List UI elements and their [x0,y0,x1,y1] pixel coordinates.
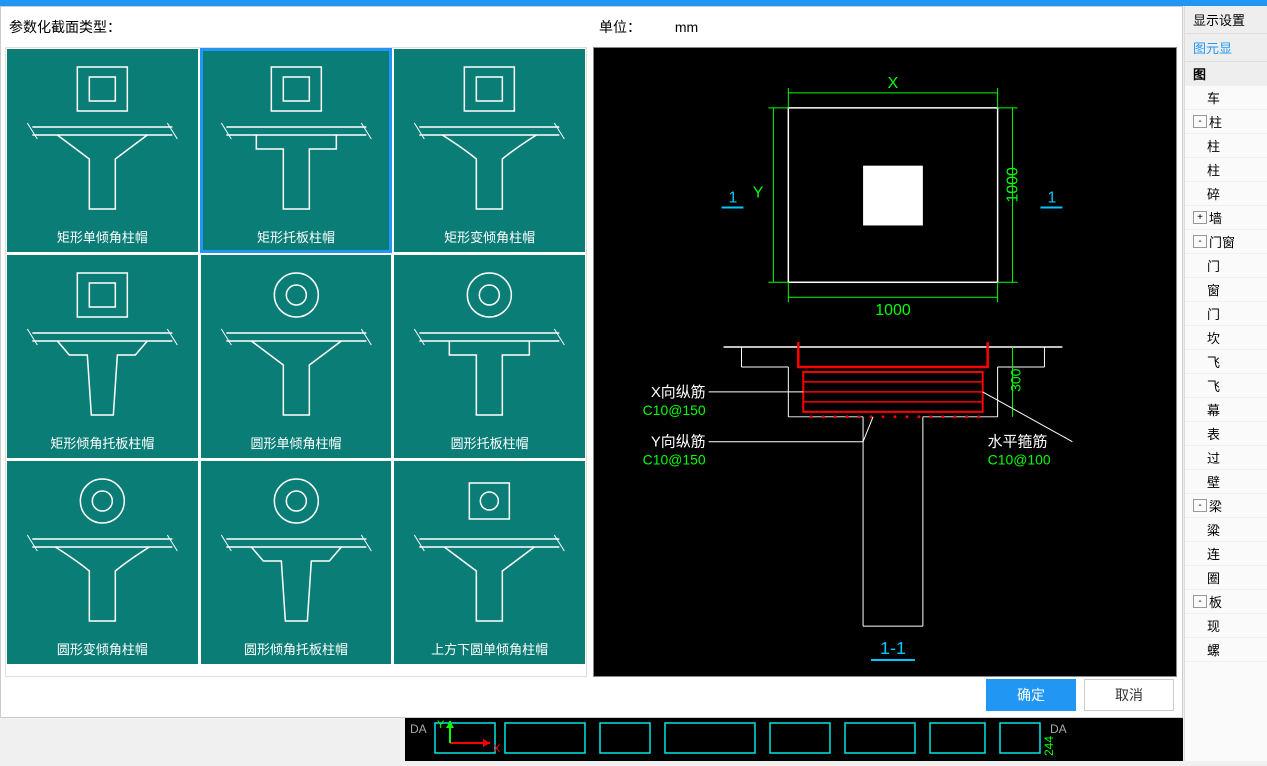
tree-label: 板 [1209,592,1222,611]
unit-area: 单位： mm [599,17,1174,37]
dialog-header: 参数化截面类型： 单位： mm [1,7,1182,47]
dim-x-label: X [888,75,899,92]
section-thumb[interactable]: 圆形倾角托板柱帽 [201,461,392,664]
tree-item[interactable]: 门 [1185,254,1267,278]
tree-item[interactable]: 连 [1185,542,1267,566]
stirrup-spec: C10@100 [988,452,1051,468]
section-thumb[interactable]: 圆形变倾角柱帽 [7,461,198,664]
section-preview: X 1000 Y 1000 1 1 [593,47,1177,677]
section-thumb[interactable]: 矩形倾角托板柱帽 [7,255,198,458]
tree-label: 梁 [1209,496,1222,515]
cad-viewport-strip: X Y DA DA 244 [405,718,1183,761]
tree-item[interactable]: 壁 [1185,470,1267,494]
plan-column [863,166,923,226]
tree-item[interactable]: 表 [1185,422,1267,446]
tree-item[interactable]: 粱 [1185,518,1267,542]
stirrup-label: 水平箍筋 [988,434,1048,451]
tree-toggle-icon[interactable]: - [1193,499,1207,512]
tree-group[interactable]: -板 [1185,590,1267,614]
tree-item[interactable]: 碎 [1185,182,1267,206]
section-title: 1-1 [880,638,906,658]
section-thumb[interactable]: 圆形托板柱帽 [394,255,585,458]
tree-item[interactable]: 车 [1185,86,1267,110]
thumb-label: 圆形倾角托板柱帽 [201,639,392,658]
cad-text-da: DA [410,722,427,736]
thumb-label: 圆形托板柱帽 [394,433,585,452]
cad-text-244: 244 [1042,736,1056,756]
axis-y-label: Y [437,719,445,731]
tree-toggle-icon[interactable]: - [1193,235,1207,248]
side-tab-element[interactable]: 图元显 [1185,34,1267,62]
section-thumb[interactable]: 矩形单倾角柱帽 [7,49,198,252]
cad-text-da2: DA [1050,722,1067,736]
section-thumb[interactable]: 圆形单倾角柱帽 [201,255,392,458]
ok-button[interactable]: 确定 [986,679,1076,711]
tree-item[interactable]: 柱 [1185,158,1267,182]
section-dialog: 参数化截面类型： 单位： mm 矩形单倾角柱帽矩形托板柱帽矩形变倾角柱帽矩形倾角… [0,6,1183,718]
tree-item[interactable]: 窗 [1185,278,1267,302]
cancel-button[interactable]: 取消 [1084,679,1174,711]
tree-item[interactable]: 圈 [1185,566,1267,590]
thumb-label: 矩形变倾角柱帽 [394,227,585,246]
tree-group[interactable]: -门窗 [1185,230,1267,254]
thumb-label: 矩形单倾角柱帽 [7,227,198,246]
tree-item[interactable]: 螺 [1185,638,1267,662]
thumb-label: 上方下圆单倾角柱帽 [394,639,585,658]
dialog-footer: 确定 取消 [986,679,1174,711]
tree-item[interactable]: 过 [1185,446,1267,470]
display-settings-panel: 显示设置 图元显 图 车-柱柱柱碎+墙-门窗门窗门坎飞飞幕表过壁-梁粱连圈-板现… [1184,6,1267,761]
tree-item[interactable]: 现 [1185,614,1267,638]
section-thumb[interactable]: 矩形变倾角柱帽 [394,49,585,252]
unit-value: mm [675,19,698,35]
thumb-label: 圆形变倾角柱帽 [7,639,198,658]
dim-y-value: 1000 [1005,167,1022,203]
tree-group[interactable]: +墙 [1185,206,1267,230]
side-tab-display[interactable]: 显示设置 [1185,6,1267,34]
tree-group[interactable]: -梁 [1185,494,1267,518]
rebar-y-spec: C10@150 [643,452,706,468]
tree-item[interactable]: 飞 [1185,350,1267,374]
rebar-y-label: Y向纵筋 [651,434,706,451]
tree-group[interactable]: -柱 [1185,110,1267,134]
section-gallery[interactable]: 矩形单倾角柱帽矩形托板柱帽矩形变倾角柱帽矩形倾角托板柱帽圆形单倾角柱帽圆形托板柱… [5,47,587,677]
dim-x-value: 1000 [875,302,911,319]
tree-toggle-icon[interactable]: - [1193,115,1207,128]
thumb-label: 矩形托板柱帽 [201,227,392,246]
section-mark-left: 1 [729,190,738,207]
tree-label: 柱 [1209,112,1222,131]
tree-toggle-icon[interactable]: - [1193,595,1207,608]
dim-h-value: 300 [1008,368,1024,392]
tree-item[interactable]: 坎 [1185,326,1267,350]
section-type-label: 参数化截面类型： [9,17,599,37]
thumb-label: 矩形倾角托板柱帽 [7,433,198,452]
rebar-x-label: X向纵筋 [651,384,706,401]
tree-toggle-icon[interactable]: + [1193,211,1207,224]
thumb-label: 圆形单倾角柱帽 [201,433,392,452]
tree-item[interactable]: 门 [1185,302,1267,326]
tree-item[interactable]: 幕 [1185,398,1267,422]
section-thumb[interactable]: 上方下圆单倾角柱帽 [394,461,585,664]
rebar-x-spec: C10@150 [643,402,706,418]
section-thumb[interactable]: 矩形托板柱帽 [201,49,392,252]
tree-label: 墙 [1209,208,1222,227]
axis-x-label: X [493,743,501,755]
dim-y-label: Y [753,185,764,202]
tree-item[interactable]: 柱 [1185,134,1267,158]
side-header: 图 [1185,62,1267,86]
tree-label: 门窗 [1209,232,1235,251]
tree-item[interactable]: 飞 [1185,374,1267,398]
section-mark-right: 1 [1047,190,1056,207]
unit-label: 单位： [599,19,641,35]
